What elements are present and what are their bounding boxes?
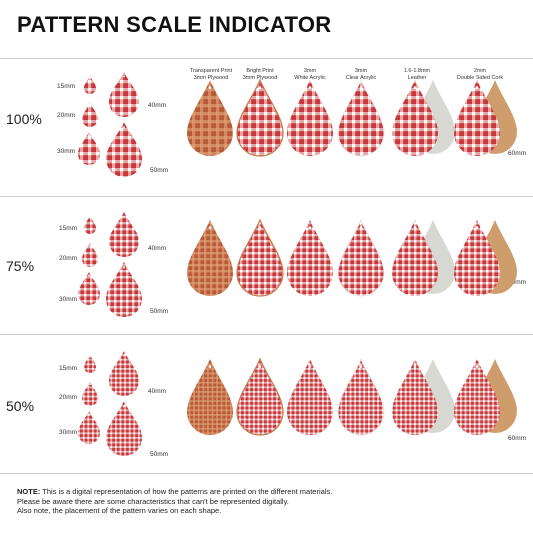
swatch-50mm xyxy=(106,401,142,456)
swatch-clear-acrylic xyxy=(337,357,385,436)
swatch-20mm xyxy=(82,103,98,127)
swatch-white-acrylic xyxy=(287,80,333,156)
material-header: 3mm White Acrylic xyxy=(294,68,326,81)
swatch-clear-acrylic xyxy=(337,218,385,297)
swatch-40mm xyxy=(109,351,139,396)
swatch-50mm xyxy=(106,262,142,317)
swatch-clear-acrylic xyxy=(337,78,385,157)
size-label: 50mm xyxy=(150,167,169,174)
swatch-20mm xyxy=(82,382,98,406)
size-label: 30mm xyxy=(57,148,76,155)
size-label: 30mm xyxy=(59,296,78,303)
divider xyxy=(0,334,533,335)
size-label: 20mm xyxy=(57,112,76,119)
swatch-40mm xyxy=(109,212,139,257)
swatch-15mm xyxy=(84,76,96,94)
swatch-20mm xyxy=(82,243,98,267)
material-header: 2mm Double Sided Cork xyxy=(456,68,504,81)
swatch-transparent-plywood xyxy=(187,220,233,296)
swatch-transparent-plywood xyxy=(187,80,233,156)
page-title: PATTERN SCALE INDICATOR xyxy=(17,12,332,37)
swatch-bright-plywood xyxy=(236,78,284,157)
swatch-cork xyxy=(454,359,500,435)
note-text: NOTE: This is a digital representation o… xyxy=(17,487,333,515)
swatch-bright-plywood xyxy=(236,357,284,436)
size-label: 15mm xyxy=(59,365,78,372)
divider xyxy=(0,58,533,59)
swatch-white-acrylic xyxy=(287,220,333,296)
swatch-leather xyxy=(392,359,438,435)
size-label: 40mm xyxy=(148,102,167,109)
swatch-30mm xyxy=(78,411,100,444)
swatch-transparent-plywood xyxy=(187,359,233,435)
scale-label: 100% xyxy=(6,111,42,127)
swatch-bright-plywood xyxy=(236,218,284,297)
size-label: 15mm xyxy=(57,83,76,90)
swatch-30mm xyxy=(78,132,100,165)
swatch-50mm xyxy=(106,122,142,177)
divider xyxy=(0,473,533,474)
scale-label: 50% xyxy=(6,398,35,414)
material-header: 3mm Clear Acrylic xyxy=(345,68,377,81)
swatch-leather xyxy=(392,80,438,156)
size-label: 40mm xyxy=(148,245,167,252)
size-label: 30mm xyxy=(59,429,78,436)
swatch-cork xyxy=(454,220,500,296)
material-header: Transparent Print 3mm Plywood xyxy=(189,68,233,81)
swatch-15mm xyxy=(84,355,96,373)
size-label: 60mm xyxy=(508,150,527,157)
size-label: 50mm xyxy=(150,308,169,315)
material-header: Bright Print 3mm Plywood xyxy=(242,68,278,81)
size-label: 50mm xyxy=(150,451,169,458)
swatch-cork xyxy=(454,80,500,156)
size-label: 40mm xyxy=(148,388,167,395)
size-label: 60mm xyxy=(508,279,527,286)
scale-label: 75% xyxy=(6,258,35,274)
swatch-40mm xyxy=(109,72,139,117)
size-label: 15mm xyxy=(59,225,78,232)
material-header: 1.6-1.8mm Leather xyxy=(403,68,431,81)
swatch-15mm xyxy=(84,216,96,234)
size-label: 20mm xyxy=(59,394,78,401)
size-label: 20mm xyxy=(59,255,78,262)
swatch-leather xyxy=(392,220,438,296)
swatch-white-acrylic xyxy=(287,359,333,435)
swatch-30mm xyxy=(78,272,100,305)
divider xyxy=(0,196,533,197)
size-label: 60mm xyxy=(508,435,527,442)
